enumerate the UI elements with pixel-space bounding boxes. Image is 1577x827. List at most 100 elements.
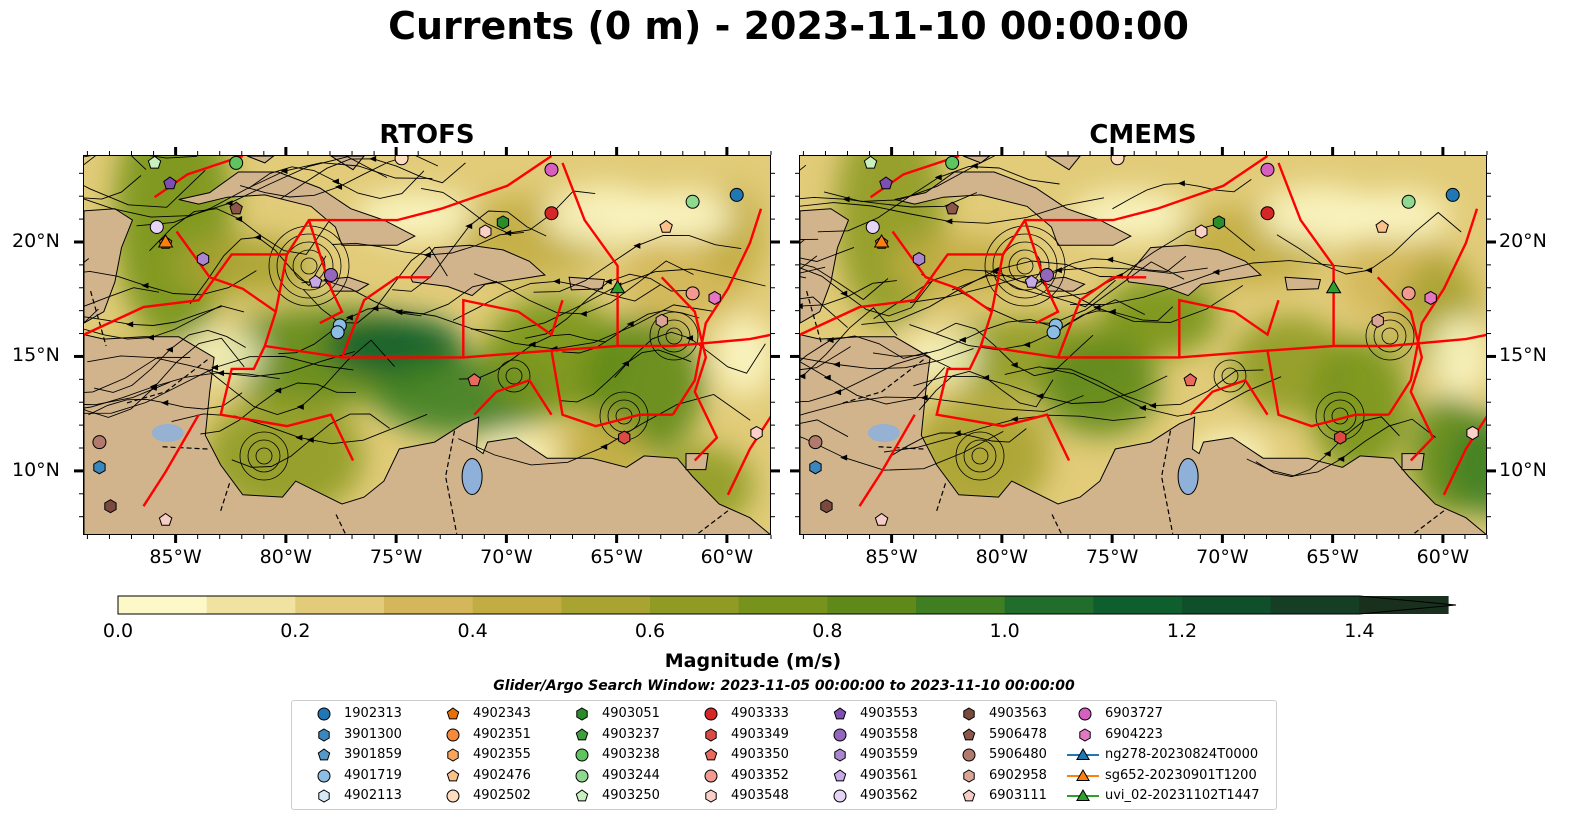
- float-marker-4903561: [308, 274, 323, 288]
- float-marker-4903349: [618, 430, 631, 445]
- float-marker-4903548: [1195, 224, 1208, 239]
- circle-marker-icon: [833, 728, 847, 742]
- legend-label: 4902355: [473, 747, 531, 763]
- float-marker-4902502: [394, 156, 409, 166]
- colorbar-segment: [561, 596, 651, 614]
- lat-tick-label-left: 15°N: [12, 344, 60, 367]
- pentagon-marker-icon: [446, 769, 460, 782]
- float-marker-4903548: [750, 425, 763, 441]
- float-marker-4903563: [820, 499, 833, 514]
- float-marker-4903250: [147, 156, 162, 169]
- colorbar-label: Magnitude (m/s): [664, 650, 842, 672]
- float-marker-6904223: [708, 290, 721, 305]
- legend-label: 4902502: [473, 788, 531, 804]
- legend-label: 3901300: [344, 726, 402, 742]
- legend-label: 4903349: [731, 726, 789, 742]
- lon-tick-label: 65°W: [590, 546, 643, 568]
- circle-marker-icon: [962, 748, 976, 762]
- float-marker-4902476: [659, 219, 673, 233]
- float-marker-6903727: [1260, 162, 1275, 177]
- float-marker-5906480: [808, 435, 823, 450]
- legend-label: 4902113: [344, 788, 402, 804]
- legend-label: 4903350: [731, 747, 789, 763]
- float-marker-4903548: [479, 224, 492, 239]
- lon-tick-label: 80°W: [975, 546, 1029, 568]
- hexagon-marker-icon: [447, 748, 459, 762]
- legend-label: 4903559: [860, 747, 918, 763]
- map-panel-rtofs: [83, 155, 771, 535]
- float-marker-4903559: [196, 251, 210, 267]
- circle-marker-icon: [704, 769, 718, 783]
- pentagon-marker-icon: [962, 727, 976, 740]
- legend-label: 4903238: [602, 747, 660, 763]
- circle-marker-icon: [704, 707, 718, 721]
- float-marker-4903553: [879, 176, 893, 190]
- lat-tick-label-right: 10°N: [1499, 458, 1547, 481]
- lat-tick-label-left: 10°N: [12, 458, 60, 481]
- colorbar-ticks: 0.0 0.2 0.4 0.6 0.8 1.0 1.2 1.4: [0, 620, 1577, 650]
- circle-marker-icon: [833, 789, 847, 803]
- lon-tick-label: 85°W: [865, 546, 918, 568]
- legend-label: 4902476: [473, 767, 531, 783]
- float-marker-4903238: [945, 156, 960, 170]
- float-marker-4903051: [496, 215, 510, 230]
- circle-marker-icon: [317, 769, 331, 783]
- float-marker-4903244: [1401, 194, 1416, 209]
- search-window-caption: Glider/Argo Search Window: 2023-11-05 00…: [493, 678, 1075, 694]
- panel-title-rtofs: RTOFS: [379, 120, 475, 150]
- legend-label: 4903561: [860, 767, 918, 783]
- colorbar-segment: [295, 596, 385, 614]
- float-marker-5906480: [92, 435, 107, 450]
- colorbar-segment: [1004, 596, 1094, 614]
- float-marker-1902313: [1445, 187, 1460, 202]
- legend-label: 4903250: [602, 788, 660, 804]
- float-marker-4903349: [1334, 430, 1347, 445]
- panel-title-cmems: CMEMS: [1089, 120, 1197, 150]
- legend-label: 4903237: [602, 726, 660, 742]
- colorbar-segment: [118, 596, 208, 614]
- legend-label: 4903553: [860, 706, 918, 721]
- colorbar-segment: [1093, 596, 1183, 614]
- float-marker-4903559: [912, 251, 926, 267]
- float-marker-3901300: [93, 460, 106, 475]
- legend-label: 4903548: [731, 788, 789, 804]
- float-marker-4901719: [330, 325, 345, 340]
- float-marker-4903558: [1039, 268, 1054, 283]
- lon-tick-label: 80°W: [259, 546, 313, 568]
- pentagon-marker-icon: [575, 789, 589, 802]
- map-panel-cmems: [799, 155, 1487, 535]
- float-marker-6902958: [655, 313, 668, 328]
- circle-marker-icon: [446, 789, 460, 803]
- colorbar: [117, 595, 1457, 615]
- colorbar-segment: [827, 596, 917, 614]
- glider-marker-sg652-20230901T1200: [157, 233, 174, 248]
- legend-label: 4903352: [731, 767, 789, 783]
- hexagon-marker-icon: [576, 707, 588, 721]
- lon-tick-label: 70°W: [1196, 546, 1249, 568]
- float-marker-4903352: [1401, 286, 1416, 301]
- circle-marker-icon: [575, 748, 589, 762]
- float-marker-4903350: [467, 373, 482, 387]
- float-marker-1902313: [729, 187, 744, 202]
- colorbar-segment: [916, 596, 1006, 614]
- hexagon-marker-icon: [834, 748, 846, 762]
- colorbar-segment: [384, 596, 474, 614]
- legend-label: 5906478: [989, 726, 1047, 742]
- legend-label: ng278-20230824T0000: [1105, 747, 1259, 763]
- glider-marker-uvi_02-20231102T1447: [609, 279, 626, 294]
- float-marker-4903238: [229, 156, 244, 170]
- legend-label: 6903727: [1105, 706, 1163, 721]
- pentagon-marker-icon: [962, 789, 976, 802]
- colorbar-tick-label: 1.2: [1166, 620, 1198, 642]
- circle-marker-icon: [1078, 707, 1092, 721]
- colorbar-tick-label: 0.0: [102, 620, 134, 642]
- legend-label: 4903333: [731, 706, 789, 721]
- lon-tick-label: 65°W: [1306, 546, 1359, 568]
- circle-marker-icon: [575, 769, 589, 783]
- glider-marker-uvi_02-20231102T1447: [1325, 279, 1342, 294]
- legend-label: 6904223: [1105, 726, 1163, 742]
- legend-label: 6902958: [989, 767, 1047, 783]
- hexagon-marker-icon: [963, 707, 975, 721]
- float-marker-4903350: [1183, 373, 1198, 387]
- triangle-marker-icon: [1067, 748, 1099, 761]
